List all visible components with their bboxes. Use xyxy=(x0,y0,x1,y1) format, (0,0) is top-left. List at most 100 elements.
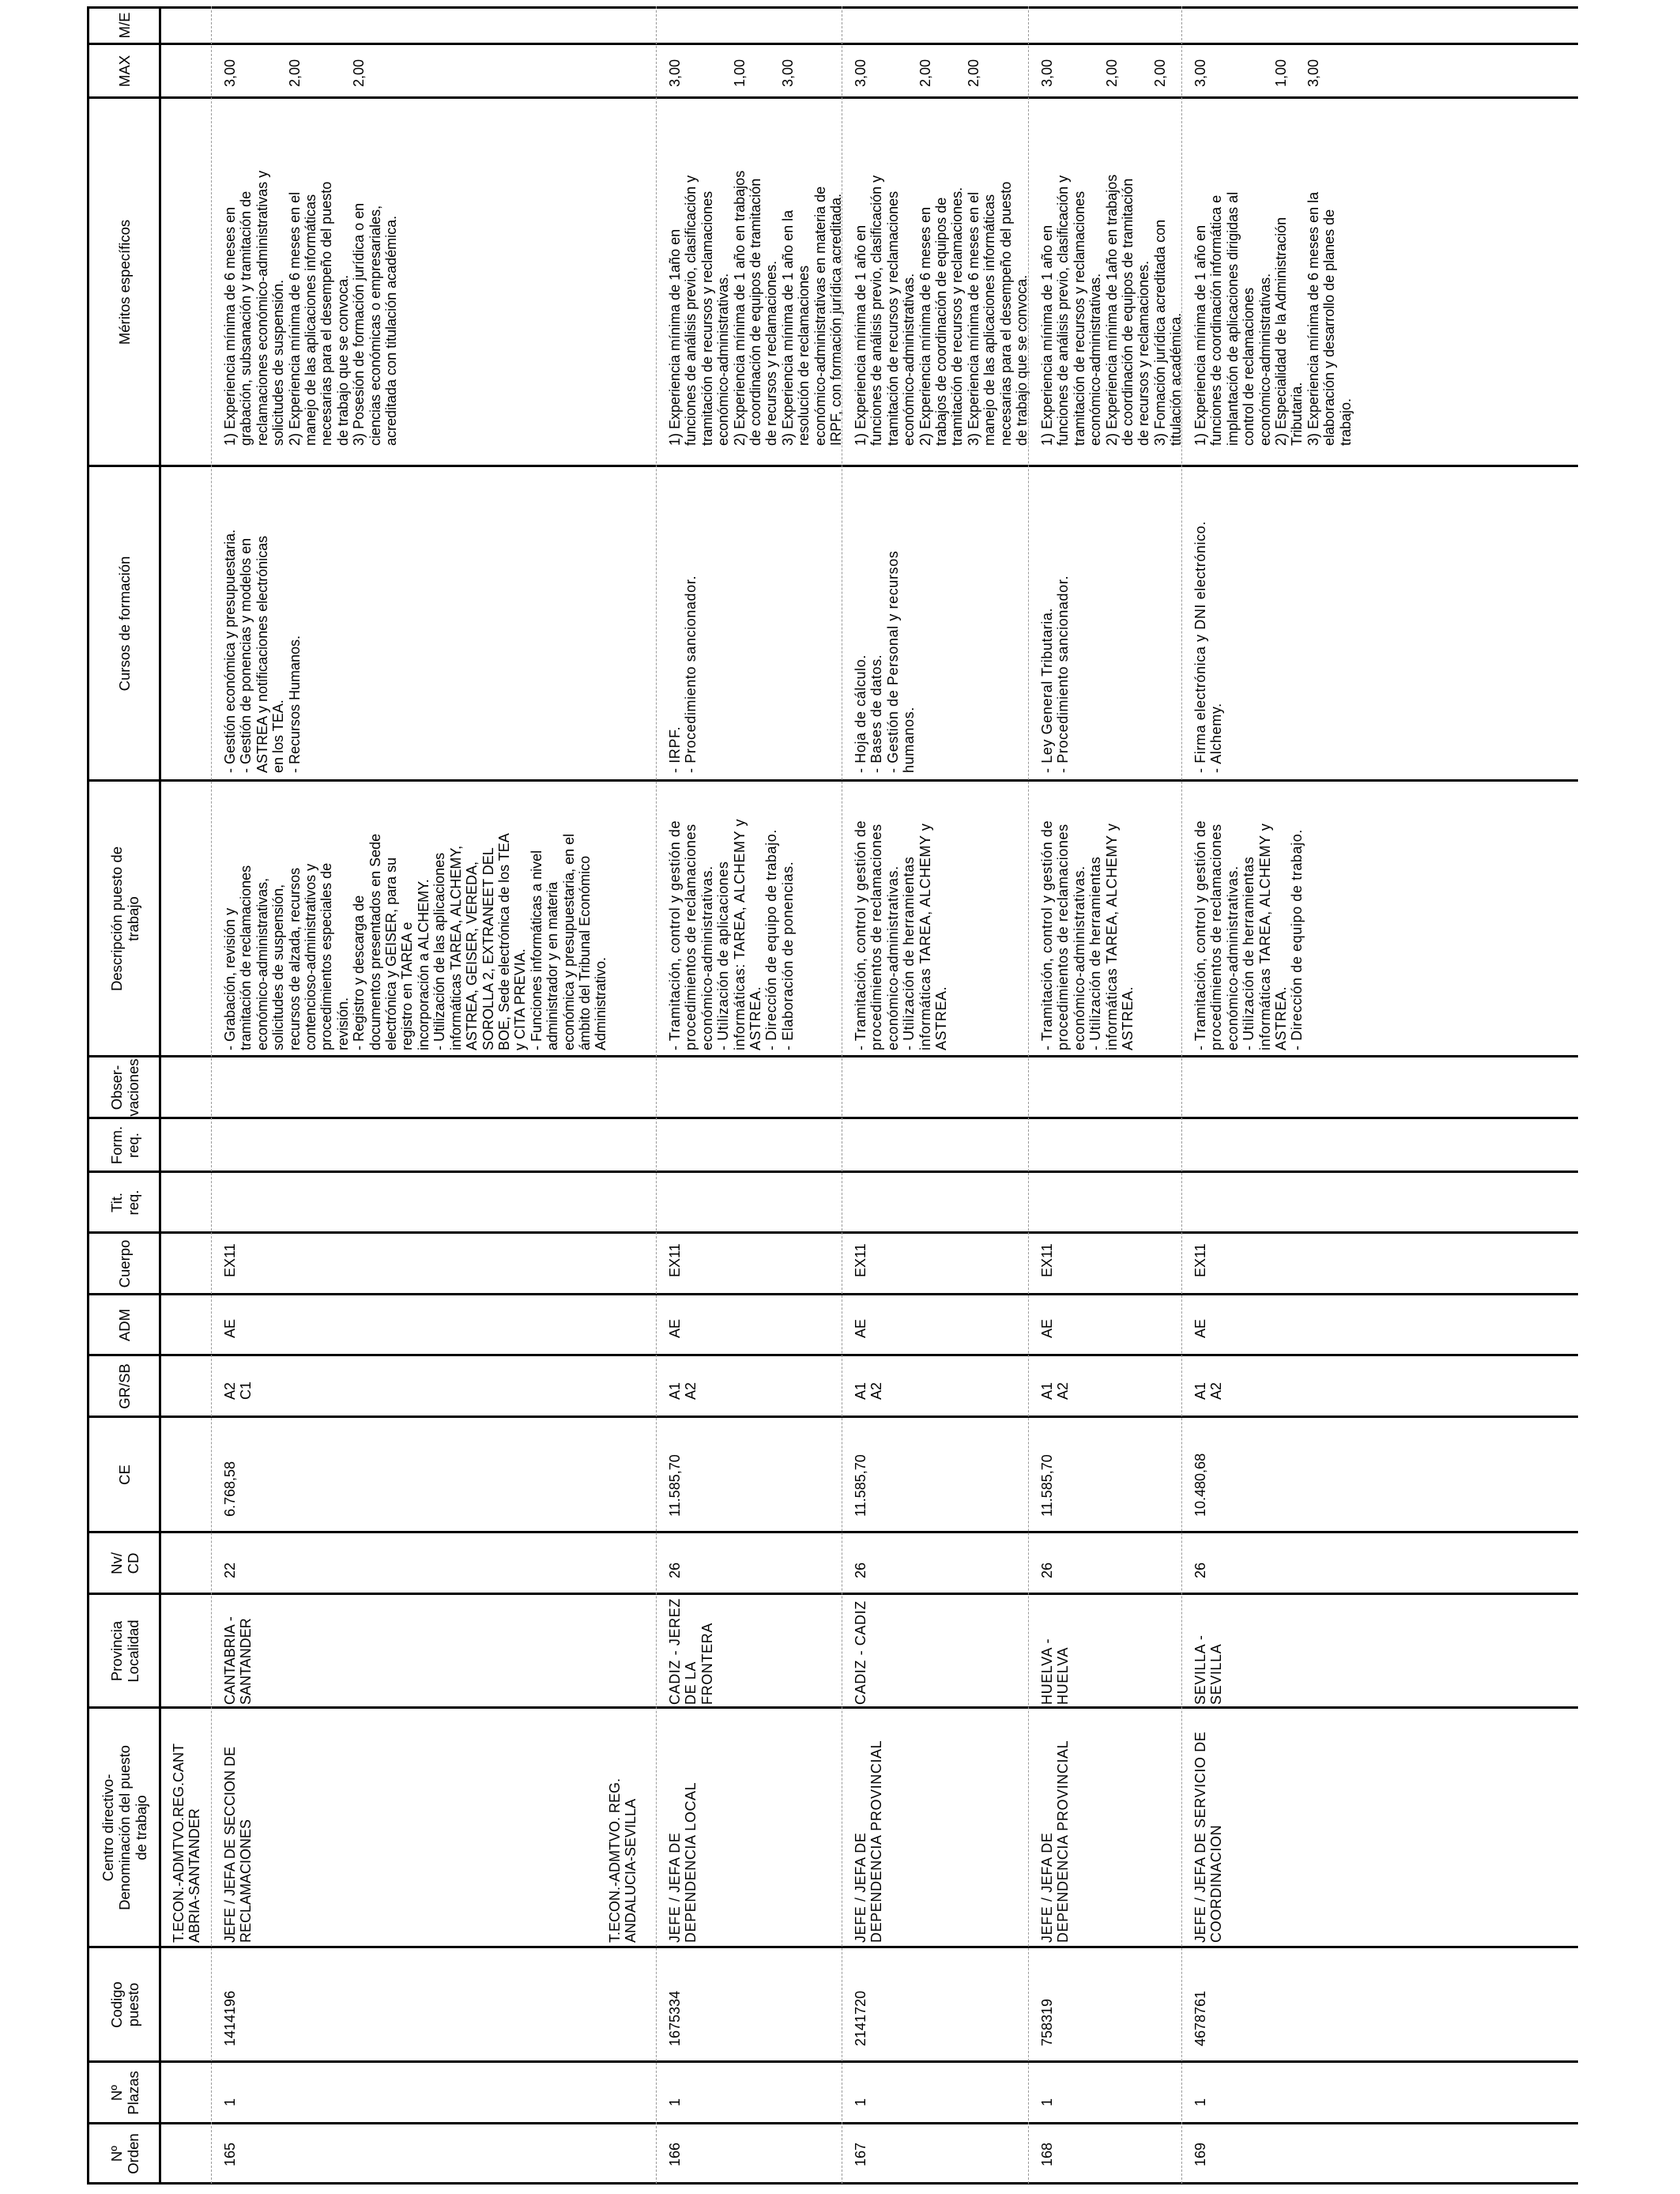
column-divider xyxy=(87,1117,1578,1119)
cell-gr: A1 A2 xyxy=(1192,1382,1225,1400)
cell-nivel: 26 xyxy=(1039,1562,1055,1578)
cell-cursos: - Ley General Tributaria. - Procedimient… xyxy=(1039,575,1072,773)
cell-ce: 10.480,68 xyxy=(1192,1453,1208,1517)
merit-max-score: 2,00 xyxy=(351,58,367,87)
cell-orden: 168 xyxy=(1039,2142,1055,2166)
cell-denominacion: JEFE / JEFA DE SERVICIO DE COORDINACION xyxy=(1192,1731,1225,1943)
merit-max-score: 3,00 xyxy=(1039,58,1055,87)
cell-adm: AE xyxy=(667,1318,683,1338)
cell-cuerpo: EX11 xyxy=(1039,1243,1055,1277)
merit-item: 3) Experiencia mínima de 6 meses en el m… xyxy=(965,181,1030,446)
column-divider xyxy=(87,2060,1578,2063)
cell-nivel: 22 xyxy=(222,1562,238,1578)
cell-ce: 11.585,70 xyxy=(1039,1454,1055,1517)
cell-plazas: 1 xyxy=(1039,2098,1055,2106)
merit-item: 3) Experiencia mínima de 6 meses en la e… xyxy=(1305,191,1354,446)
cell-codigo: 758319 xyxy=(1039,1998,1055,2046)
header-cuerpo: Cuerpo xyxy=(116,1239,133,1288)
header-me: M/E xyxy=(116,12,133,39)
cell-cuerpo: EX11 xyxy=(1192,1243,1208,1277)
cell-nivel: 26 xyxy=(1192,1562,1208,1578)
cell-plazas: 1 xyxy=(222,2098,238,2106)
cell-denominacion: JEFE / JEFA DE SECCION DE RECLAMACIONES xyxy=(222,1746,254,1943)
column-divider xyxy=(87,1531,1578,1533)
cell-orden: 169 xyxy=(1192,2142,1208,2166)
merit-item: 1) Experiencia mínima de 6 meses en grab… xyxy=(222,170,287,446)
cell-plazas: 1 xyxy=(853,2098,868,2106)
header-adm: ADM xyxy=(116,1308,133,1342)
header-obs: Obser- vaciones xyxy=(107,1058,141,1117)
header-tit: Tit. req. xyxy=(107,1189,141,1216)
cell-cursos: - Firma electrónica y DNI electrónico. -… xyxy=(1192,521,1225,773)
merit-item: 2) Experiencia mínima de 6 meses en el m… xyxy=(286,181,351,446)
column-divider xyxy=(87,96,1578,99)
merit-max-score: 2,00 xyxy=(965,58,981,87)
header-orden: Nº Orden xyxy=(107,2133,141,2174)
row-separator xyxy=(1028,6,1029,2184)
cell-adm: AE xyxy=(222,1318,238,1338)
cell-cuerpo: EX11 xyxy=(667,1243,683,1277)
merit-max-score: 2,00 xyxy=(1151,58,1168,87)
cell-codigo: 1675334 xyxy=(667,1990,683,2046)
column-divider xyxy=(87,1293,1578,1295)
column-divider xyxy=(87,1416,1578,1418)
cell-adm: AE xyxy=(1192,1318,1208,1338)
cell-cursos: - IRPF. - Procedimiento sancionador. xyxy=(667,575,699,773)
cell-codigo: 2141720 xyxy=(853,1990,868,2046)
merit-item: 1) Experiencia mínima de 1año en funcion… xyxy=(667,175,732,446)
column-divider xyxy=(87,2122,1578,2124)
cell-gr: A1 A2 xyxy=(853,1382,885,1400)
cell-codigo: 4678761 xyxy=(1192,1990,1208,2046)
cell-cuerpo: EX11 xyxy=(222,1243,238,1277)
cell-plazas: 1 xyxy=(1192,2098,1208,2106)
cell-provincia: CADIZ - CADIZ xyxy=(853,1600,868,1705)
merit-item: 2) Experiencia mínima de 1 año en trabaj… xyxy=(731,170,780,446)
merit-max-score: 2,00 xyxy=(917,58,933,87)
header-descripcion: Descripción puesto de trabajo xyxy=(107,846,141,992)
cell-denominacion: JEFE / JEFA DE DEPENDENCIA PROVINCIAL xyxy=(853,1740,885,1943)
header-ce: CE xyxy=(116,1465,133,1485)
column-divider xyxy=(87,1946,1578,1948)
cell-cursos: - Gestión económica y presupuestaria. - … xyxy=(222,529,303,773)
column-divider xyxy=(87,779,1578,782)
cell-descripcion: - Tramitación, control y gestión de proc… xyxy=(1039,820,1136,1050)
group-heading: T.ECON.-ADMTVO. REG. ANDALUCIA-SEVILLA xyxy=(607,1777,639,1943)
header-nivel: Nv/ CD xyxy=(107,1552,141,1574)
cell-orden: 166 xyxy=(667,2142,683,2166)
column-divider xyxy=(87,1171,1578,1173)
header-plazas: Nº Plazas xyxy=(107,2071,141,2115)
cell-provincia: HUELVA - HUELVA xyxy=(1039,1638,1072,1705)
merit-item: 1) Experiencia mínima de 1 año en funcio… xyxy=(853,175,917,446)
merit-max-score: 3,00 xyxy=(1305,58,1321,87)
cell-provincia: CANTABRIA - SANTANDER xyxy=(222,1616,254,1705)
column-divider xyxy=(87,1593,1578,1595)
header-max: MAX xyxy=(116,55,133,88)
cell-ce: 11.585,70 xyxy=(853,1454,868,1517)
cell-orden: 167 xyxy=(853,2142,868,2166)
merit-item: 3) Fomación jurídica acreditada con titu… xyxy=(1151,219,1185,446)
cell-cursos: - Hoja de cálculo. - Bases de datos. - G… xyxy=(853,550,917,773)
row-separator xyxy=(656,6,657,2184)
cell-descripcion: - Grabación, revisión y tramitación de r… xyxy=(222,833,609,1050)
merit-item: 3) Posesión de formación jurídica o en c… xyxy=(351,202,399,446)
cell-ce: 11.585,70 xyxy=(667,1454,683,1517)
column-divider xyxy=(87,43,1578,45)
cell-ce: 6.768,58 xyxy=(222,1461,238,1517)
cell-provincia: SEVILLA - SEVILLA xyxy=(1192,1634,1225,1705)
header-gr: GR/SB xyxy=(116,1363,133,1409)
merit-item: 3) Experiencia mínima de 1 año en la res… xyxy=(779,186,845,446)
merit-max-score: 1,00 xyxy=(1273,58,1289,87)
column-divider xyxy=(87,1055,1578,1057)
cell-plazas: 1 xyxy=(667,2098,683,2106)
job-positions-table: Nº Orden Nº Plazas Codigo puesto Centro dir… xyxy=(87,6,1578,2185)
merit-max-score: 3,00 xyxy=(667,58,683,87)
merit-item: 1) Experiencia mínima de 1 año en funcio… xyxy=(1039,175,1104,446)
cell-descripcion: - Tramitación, control y gestión de proc… xyxy=(853,820,950,1050)
header-cursos: Cursos de formación xyxy=(116,556,133,692)
cell-descripcion: - Tramitación, control y gestión de proc… xyxy=(667,818,796,1050)
merit-max-score: 2,00 xyxy=(286,58,303,87)
column-divider xyxy=(87,1706,1578,1709)
cell-cuerpo: EX11 xyxy=(853,1243,868,1277)
merit-item: 2) Experiencia mínima de 1año en trabajo… xyxy=(1103,174,1152,446)
cell-gr: A1 A2 xyxy=(1039,1382,1072,1400)
